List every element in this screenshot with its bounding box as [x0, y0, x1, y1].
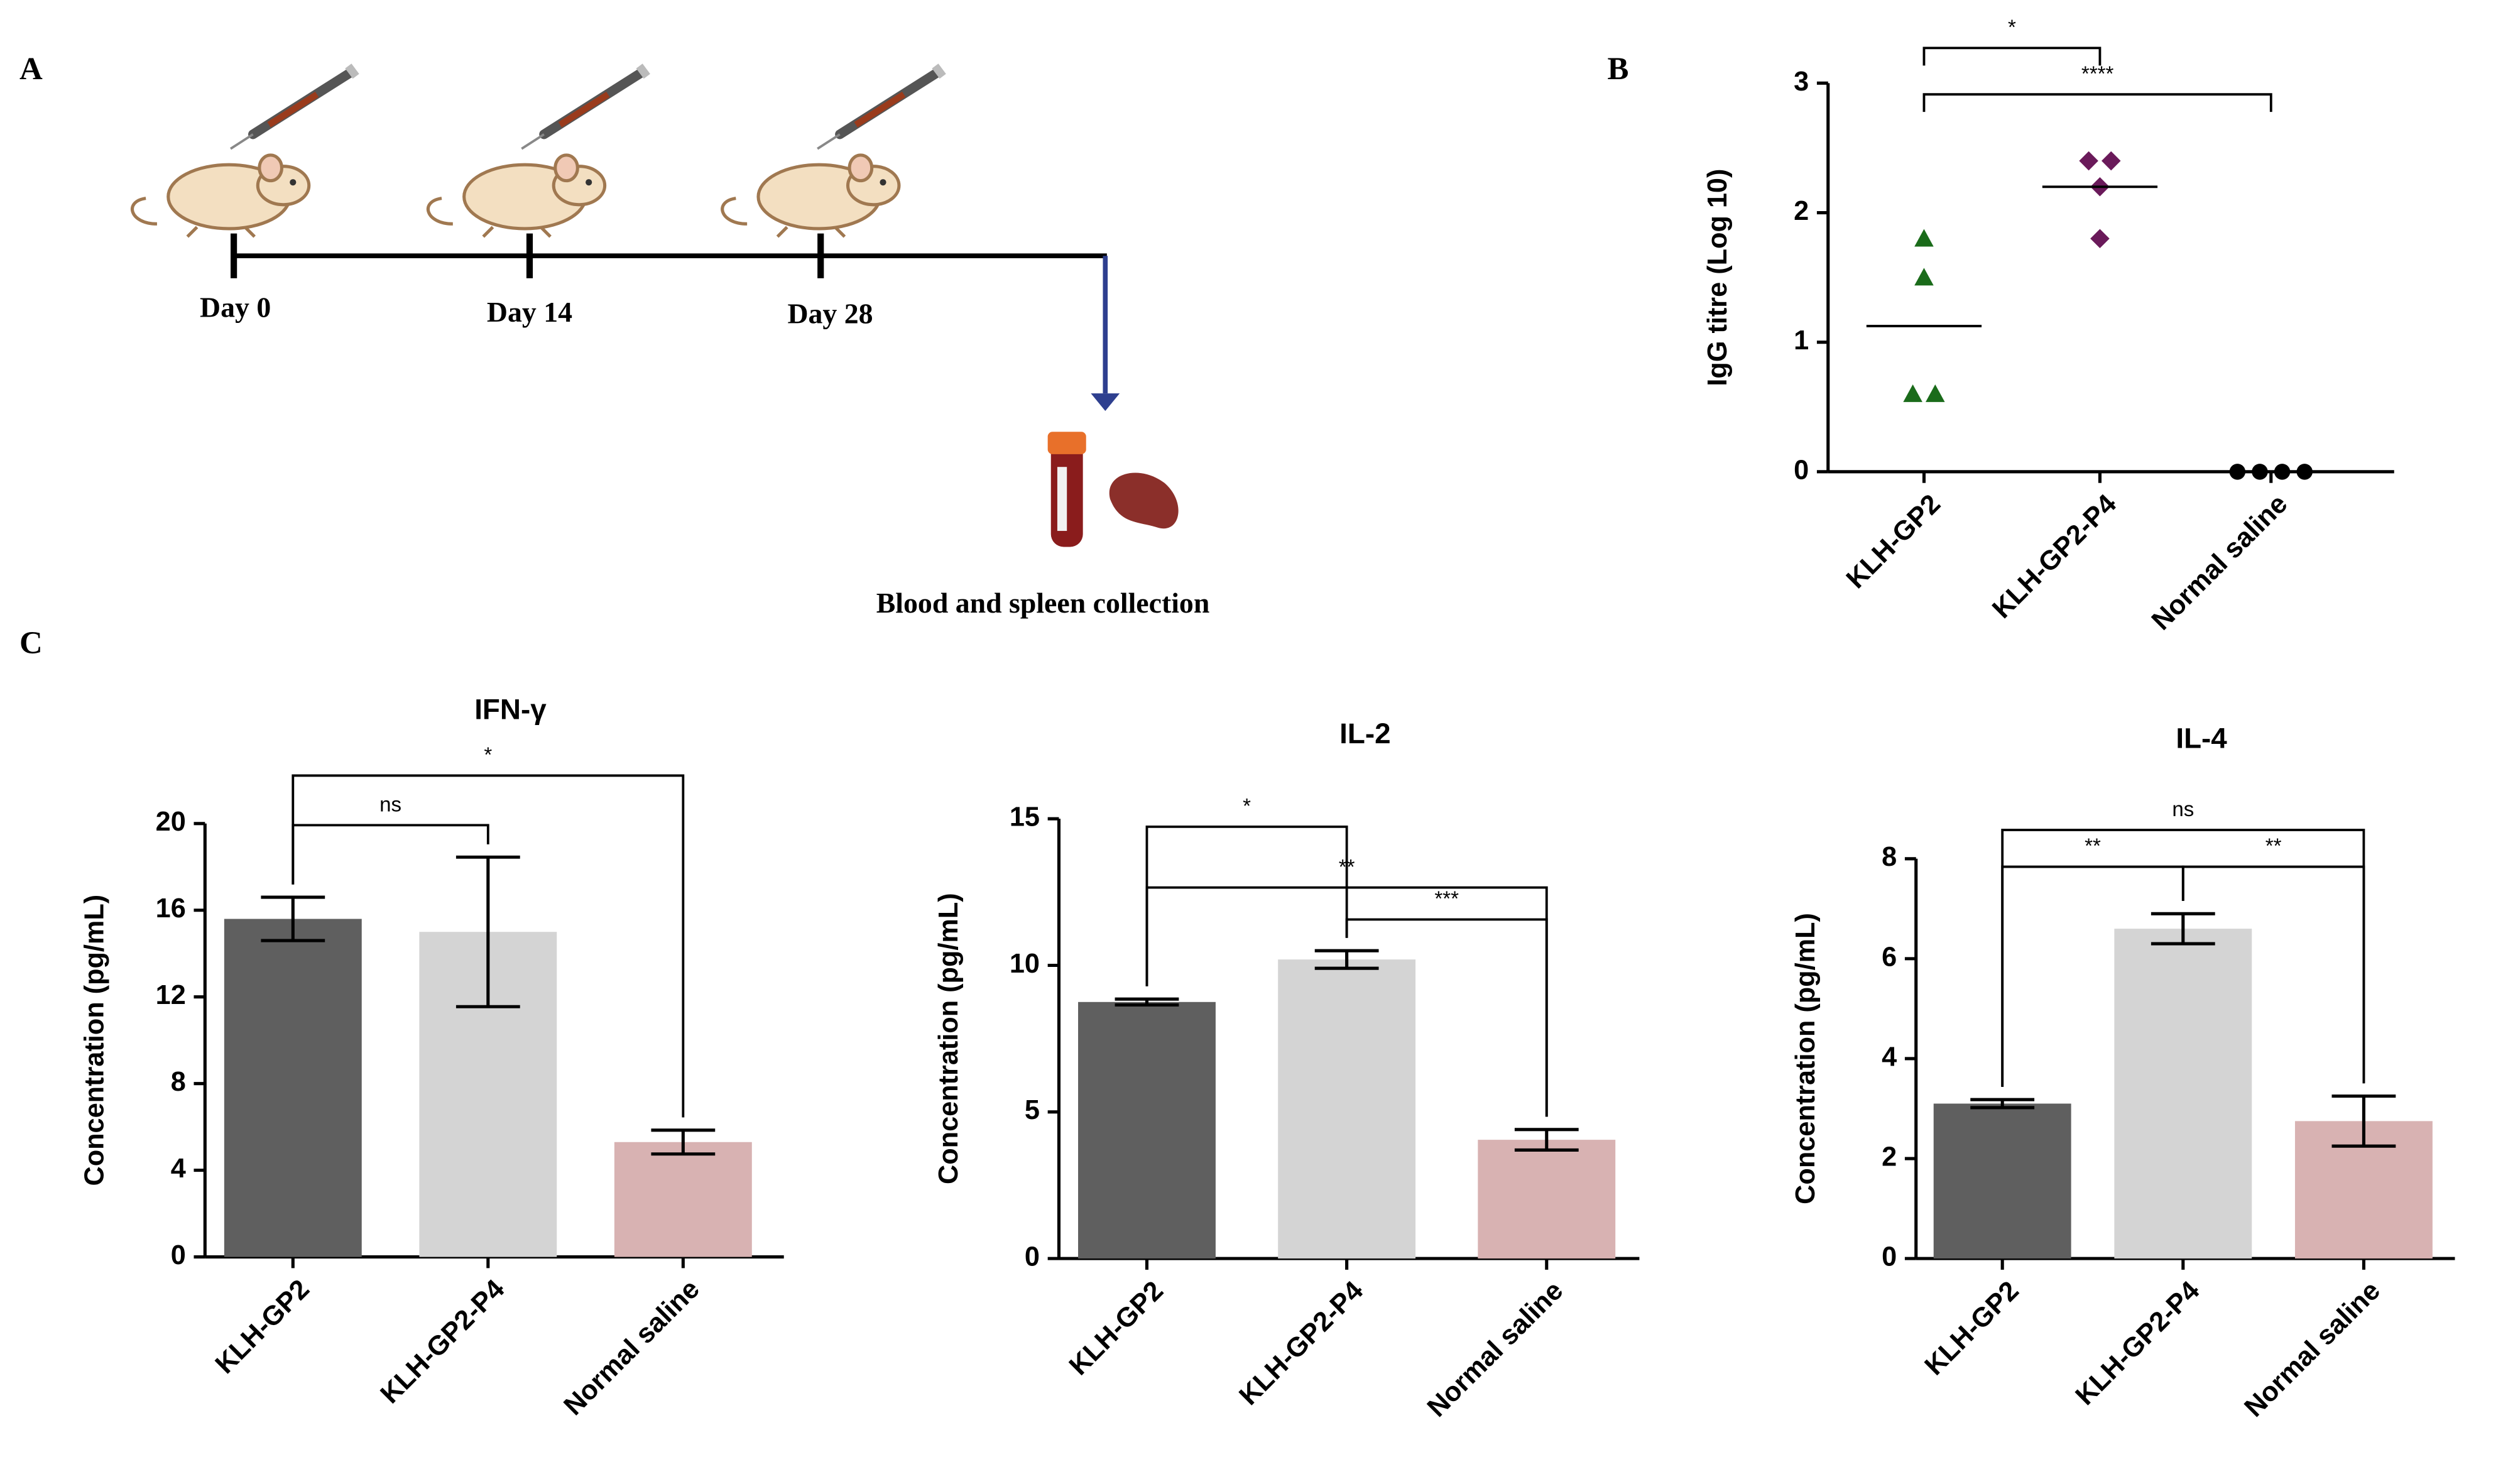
significance-label: ns	[2172, 798, 2194, 821]
y-axis-label: Concentration (pg/mL)	[934, 893, 964, 1184]
collection-label: Blood and spleen collection	[876, 587, 1210, 619]
bar	[1478, 1140, 1616, 1259]
significance-bracket	[1922, 93, 2272, 112]
bar	[1078, 1001, 1216, 1259]
x-tick-label: KLH-GP2-P4	[2070, 1275, 2206, 1411]
significance-label: **	[2265, 835, 2282, 858]
significance-label: **	[2085, 835, 2101, 858]
x-tick-label: KLH-GP2	[1841, 489, 1946, 594]
point	[1926, 384, 1945, 402]
bar	[614, 1142, 752, 1257]
y-tick-label: 20	[156, 807, 186, 837]
point	[2079, 151, 2098, 171]
chart-title: IFN-γ	[474, 694, 547, 726]
y-tick-label: 16	[156, 893, 186, 924]
bar-chart: IL-4 Concentration (pg/mL) 0 2 4 6 8 KLH-GP2 KLH…	[1791, 723, 2455, 1423]
y-tick-label: 15	[1010, 802, 1040, 832]
x-tick-label: KLH-GP2-P4	[375, 1274, 511, 1410]
y-tick-label: 10	[1010, 949, 1040, 979]
bar-chart: IFN-γ Concentration (pg/mL) 0 4 8 12 16 20 KLH-G…	[80, 694, 784, 1421]
y-tick-label: 12	[156, 980, 186, 1010]
panel-label: B	[1608, 52, 1629, 87]
point	[2101, 151, 2121, 171]
panel-label: C	[19, 626, 43, 661]
y-tick-label: 8	[171, 1067, 186, 1097]
x-tick-label: KLH-GP2	[1064, 1275, 1169, 1381]
point	[2090, 229, 2110, 249]
y-tick-label: 4	[1882, 1042, 1897, 1072]
x-tick-label: KLH-GP2	[210, 1274, 315, 1380]
bar-chart: IL-2 Concentration (pg/mL) 0 5 10 15 KLH-GP2 KL…	[934, 717, 1640, 1423]
y-tick-label: 4	[171, 1154, 186, 1184]
significance-label: **	[1339, 856, 1355, 879]
x-tick-label: Normal saline	[2146, 489, 2294, 636]
bar	[1278, 959, 1416, 1259]
day-label: Day 28	[787, 297, 873, 329]
significance-label: *	[484, 744, 492, 767]
spleen	[1109, 472, 1179, 529]
day-label: Day 14	[487, 296, 572, 328]
x-tick-label: Normal saline	[2238, 1275, 2386, 1423]
point	[1914, 268, 1934, 286]
x-tick-label: Normal saline	[1422, 1275, 1569, 1423]
y-axis-label: Concentration (pg/mL)	[80, 895, 110, 1186]
strip-chart: IgG titre (Log 10) 0 1 2 3 KLH-GP2 KLH-GP2-P4 N…	[1703, 16, 2394, 636]
significance-bracket	[292, 824, 489, 885]
day-label: Day 0	[200, 291, 271, 323]
x-tick-label: Normal saline	[558, 1274, 706, 1422]
significance-label: ***	[1434, 888, 1459, 911]
significance-bracket	[2001, 829, 2365, 1087]
y-axis-label: IgG titre (Log 10)	[1703, 169, 1733, 386]
x-tick-label: KLH-GP2-P4	[1233, 1275, 1369, 1411]
y-tick-label: 1	[1794, 325, 1809, 356]
y-tick-label: 0	[1882, 1242, 1897, 1272]
y-tick-label: 5	[1025, 1095, 1040, 1125]
y-tick-label: 6	[1882, 942, 1897, 972]
significance-label: ****	[2081, 62, 2114, 85]
bar	[2114, 929, 2252, 1259]
significance-label: *	[2008, 16, 2016, 40]
chart-title: IL-4	[2176, 723, 2227, 755]
point	[1914, 229, 1934, 247]
significance-bracket	[1922, 46, 2102, 66]
y-axis-label: Concentration (pg/mL)	[1791, 913, 1821, 1204]
blood-tube	[1047, 432, 1086, 547]
bar	[1933, 1103, 2071, 1259]
significance-label: ns	[379, 794, 401, 817]
y-tick-label: 0	[1794, 455, 1809, 485]
point	[1903, 384, 1922, 402]
significance-label: *	[1243, 795, 1251, 818]
y-tick-label: 2	[1882, 1142, 1897, 1172]
panel-a: A Day 0 Day 14 Day 28 Blood and spleen c…	[19, 52, 1209, 619]
y-tick-label: 2	[1794, 196, 1809, 226]
x-tick-label: KLH-GP2	[1919, 1275, 2025, 1381]
y-tick-label: 0	[171, 1240, 186, 1270]
y-tick-label: 8	[1882, 842, 1897, 872]
y-tick-label: 3	[1794, 67, 1809, 97]
significance-bracket	[1345, 918, 1548, 1117]
bar	[224, 919, 362, 1257]
x-tick-label: KLH-GP2-P4	[1987, 489, 2122, 625]
significance-bracket	[292, 774, 685, 1118]
chart-title: IL-2	[1339, 717, 1390, 750]
panel-label: A	[19, 52, 43, 87]
y-tick-label: 0	[1025, 1242, 1040, 1272]
